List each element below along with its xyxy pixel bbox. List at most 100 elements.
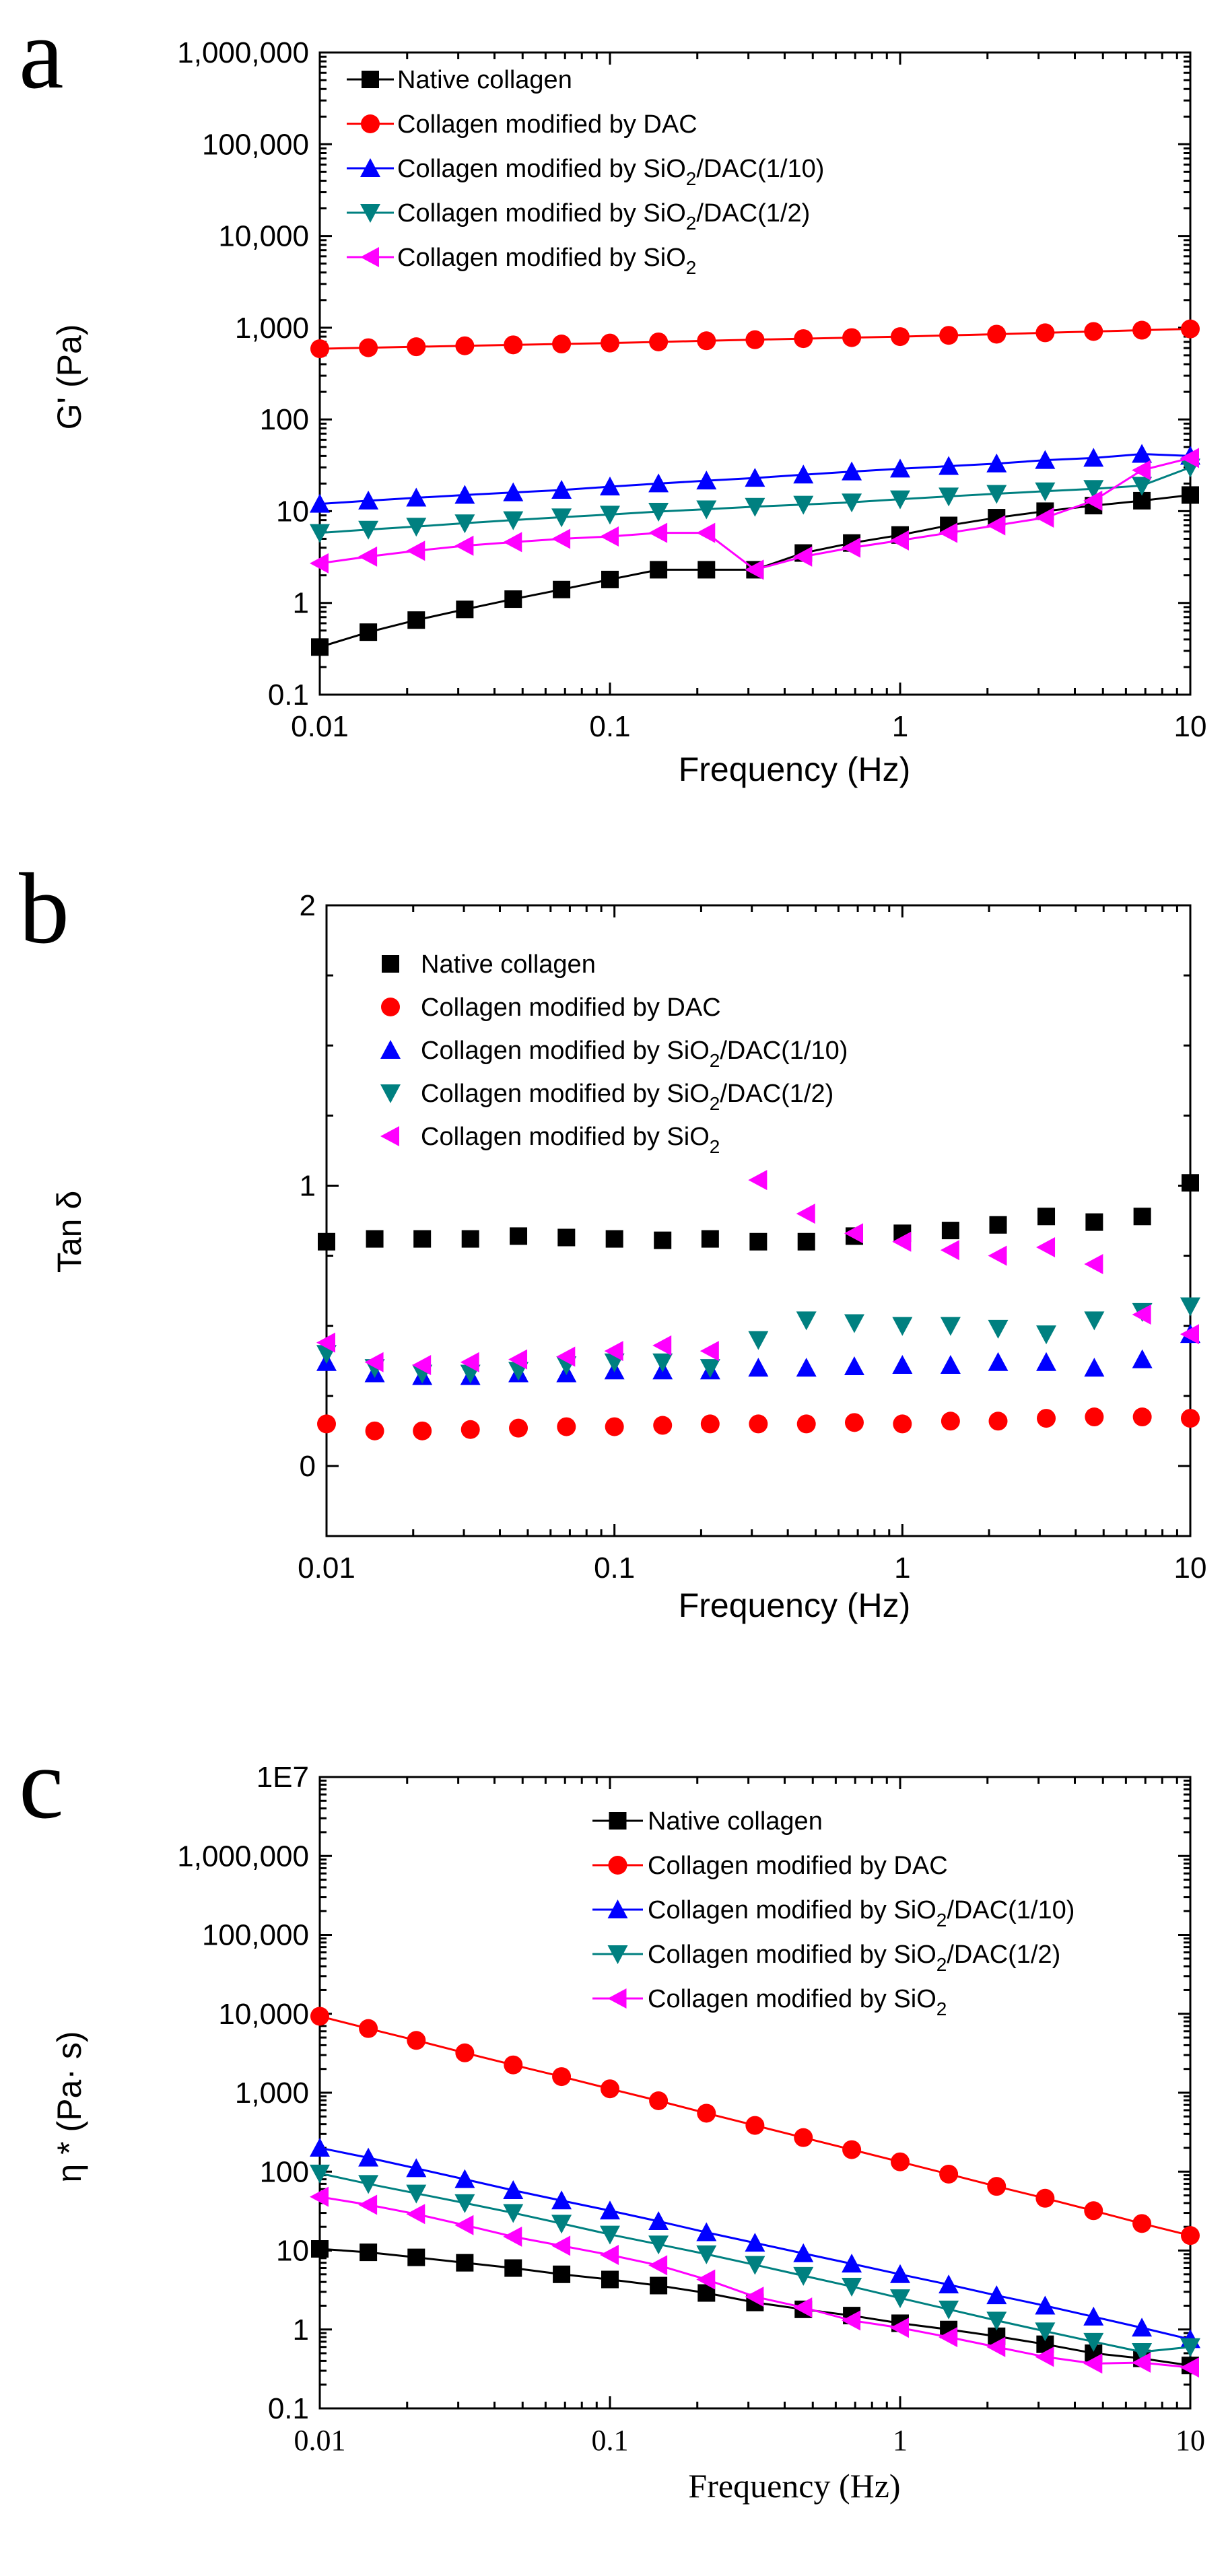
panel-c-series-5-point: [1083, 2353, 1103, 2374]
panel-b-series-3-point: [1084, 1358, 1105, 1377]
panel-b-series-3-point: [796, 1358, 817, 1377]
panel-c-series-3-point: [648, 2211, 669, 2230]
panel-a-series-4-point: [939, 487, 959, 507]
panel-b-series-5-point: [460, 1352, 479, 1372]
panel-c-series-4-point: [551, 2215, 572, 2234]
panel-a-series-5-point: [551, 528, 571, 549]
panel-b-series-2-point: [365, 1421, 384, 1440]
panel-c-series-2-point: [504, 2055, 523, 2075]
panel-a-series-4-point: [986, 485, 1007, 504]
panel-b-series-4-point: [844, 1314, 864, 1333]
panel-a-letter: a: [19, 0, 64, 110]
panel-b-series-5-point: [700, 1341, 719, 1362]
panel-c-series-4-point: [454, 2194, 475, 2213]
panel-b-series-2-point: [460, 1420, 480, 1439]
panel-c-legend-entry: Collagen modified by SiO2: [592, 1985, 947, 2019]
panel-b-series-2-point: [605, 1417, 624, 1436]
panel-a-series-5-point: [600, 526, 619, 547]
panel-b-series-1-point: [989, 1216, 1007, 1234]
panel-c-legend-label: Collagen modified by SiO2/DAC(1/2): [648, 1941, 1060, 1975]
panel-c-series-5-point: [1132, 2353, 1151, 2373]
panel-a-series-3: [310, 444, 1200, 513]
panel-a-series-1-point: [456, 600, 474, 619]
panel-a-series-5-point: [1035, 508, 1054, 528]
panel-c-series-5-point: [600, 2245, 619, 2266]
panel-b-legend-entry: Collagen modified by SiO2/DAC(1/10): [380, 1037, 848, 1071]
panel-b-series-2-point: [509, 1418, 528, 1438]
panel-c-series-4-point: [406, 2184, 427, 2204]
panel-b-series-5: [316, 1170, 1199, 1375]
panel-a-series-4-point: [454, 514, 475, 534]
panel-b-series-5-point: [940, 1240, 959, 1261]
panel-a-series-4-point: [600, 506, 620, 525]
panel-a-series-4-point: [696, 500, 717, 520]
panel-a-legend-marker: [360, 204, 380, 223]
panel-a-x-tick-label: 0.01: [291, 710, 349, 743]
panel-c-y-axis-title: η * (Pa· s): [50, 2031, 88, 2182]
panel-a-series-2-point: [697, 331, 716, 351]
panel-c-series-2-point: [649, 2091, 669, 2111]
panel-b-series-1-point: [1085, 1213, 1103, 1231]
panel-c-series-1-point: [553, 2265, 571, 2283]
panel-a-series-3-point: [890, 458, 910, 478]
panel-a-series-3-point: [745, 468, 765, 487]
panel-b-y-tick-label: 1: [300, 1169, 316, 1202]
panel-a-series-5-point: [890, 530, 909, 551]
panel-b-legend-marker: [380, 1126, 399, 1146]
panel-c-series-3: [310, 2137, 1200, 2348]
panel-b-x-tick-label: 0.01: [298, 1552, 355, 1585]
panel-a-x-tick-label: 1: [892, 710, 908, 743]
panel-a-series-5-point: [745, 559, 764, 580]
panel-a-legend-marker: [360, 247, 379, 267]
panel-c-series-2-point: [1084, 2201, 1103, 2221]
panel-a-series-2-point: [794, 329, 813, 349]
panel-c-series-3-point: [745, 2233, 765, 2252]
panel-c-series-4-point: [842, 2277, 862, 2297]
panel-b-series-5-point: [796, 1204, 815, 1224]
panel-b-legend-entry: Collagen modified by SiO2: [380, 1123, 720, 1157]
panel-c-series-4-point: [793, 2266, 814, 2286]
panel-c-series-3-point: [551, 2190, 572, 2210]
panel-b-series-1-point: [797, 1232, 815, 1251]
panel-c-series-2-point: [455, 2043, 475, 2062]
panel-c-series-4-point: [1132, 2343, 1153, 2363]
panel-a-legend-entry: Collagen modified by DAC: [347, 110, 697, 139]
panel-c-y-tick-label: 1,000,000: [177, 1840, 309, 1873]
panel-c-series-4-point: [503, 2204, 524, 2223]
panel-b-series-1-point: [366, 1230, 384, 1248]
panel-b-series-5-point: [892, 1231, 912, 1252]
panel-c-series-2-point: [842, 2140, 862, 2159]
panel-a-series-2-point: [891, 327, 910, 347]
panel-a-series-2-point: [310, 339, 329, 359]
panel-c-series-5-line: [319, 2196, 1191, 2369]
panel-c-series-5-point: [939, 2327, 958, 2348]
panel-c-series-4-point: [358, 2175, 379, 2194]
panel-b-series-1-point: [605, 1230, 623, 1248]
panel-c-series-3-point: [939, 2274, 959, 2294]
panel-b-legend-label: Native collagen: [421, 950, 596, 979]
panel-a-series-3-point: [310, 493, 330, 513]
panel-a-series-4-point: [310, 524, 330, 543]
panel-a-series-4-point: [1083, 480, 1104, 499]
panel-b-series-1-point: [941, 1222, 959, 1240]
panel-b-series-2-point: [749, 1414, 768, 1434]
panel-a-series-5-point: [986, 515, 1006, 536]
panel-c-legend-entry: Collagen modified by SiO2/DAC(1/10): [592, 1896, 1074, 1930]
panel-b-series-5-point: [1084, 1254, 1103, 1275]
panel-b-series-3-point: [1132, 1349, 1153, 1368]
panel-a-series-3-point: [600, 477, 620, 496]
panel-c-y-tick-label: 1: [293, 2313, 309, 2346]
panel-b-letter: b: [19, 853, 69, 965]
panel-c-series-4-point: [1035, 2322, 1056, 2342]
panel-b-series-5-point: [844, 1223, 863, 1244]
panel-b-series-4-point: [652, 1353, 673, 1372]
panel-a-y-tick-label: 100,000: [202, 128, 309, 161]
panel-c-series-4-point: [696, 2245, 717, 2264]
panel-c-series-3-point: [1132, 2318, 1153, 2337]
panel-c-series-4-point: [600, 2225, 620, 2245]
panel-c-x-tick-label: 0.1: [592, 2424, 629, 2457]
panel-c-series-1-point: [601, 2270, 619, 2289]
panel-a-legend-entry: Collagen modified by SiO2/DAC(1/2): [347, 199, 810, 234]
panel-c-series-2-point: [794, 2128, 813, 2147]
panel-c-series-1-point: [407, 2248, 425, 2266]
